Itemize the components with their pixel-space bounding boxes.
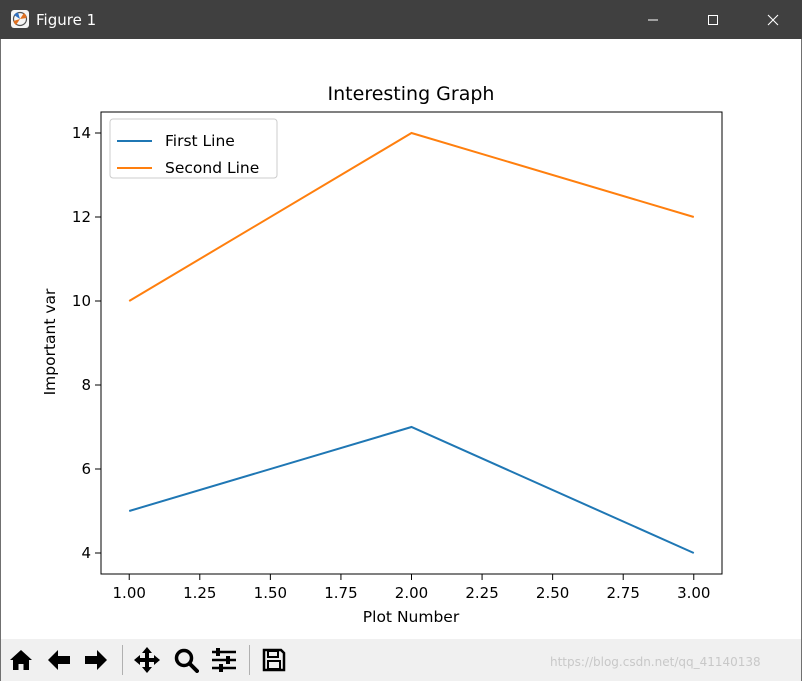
move-icon [134, 647, 160, 673]
legend: First Line Second Line [109, 118, 278, 179]
legend-label-1: First Line [165, 132, 235, 150]
save-button[interactable] [259, 645, 289, 675]
maximize-icon [708, 14, 718, 25]
y-tick-label: 12 [72, 208, 91, 226]
y-tick-label: 14 [72, 124, 91, 142]
arrow-left-icon [48, 650, 70, 670]
floppy-disk-icon [262, 648, 286, 672]
navigation-toolbar [1, 639, 801, 681]
toolbar-separator [249, 645, 250, 675]
y-tick-label: 4 [81, 544, 91, 562]
series-line-1 [128, 425, 695, 554]
y-tick-label: 10 [72, 292, 91, 310]
figure-canvas: Interesting Graph Plot Number Important … [41, 83, 723, 626]
y-axis-label: Important var [41, 288, 59, 395]
minimize-button[interactable] [628, 0, 678, 39]
close-button[interactable] [748, 0, 798, 39]
x-tick-label: 2.75 [607, 584, 640, 602]
x-tick-label: 2.50 [536, 584, 569, 602]
sliders-icon [212, 648, 236, 672]
toolbar-separator [122, 645, 123, 675]
y-tick-label: 6 [81, 460, 91, 478]
x-tick-label: 2.00 [395, 584, 428, 602]
home-button[interactable] [6, 645, 36, 675]
x-tick-label: 1.75 [324, 584, 357, 602]
watermark-text: https://blog.csdn.net/qq_41140138 [550, 655, 761, 669]
title-bar: Figure 1 [0, 0, 802, 39]
home-icon [10, 650, 32, 670]
close-icon [767, 14, 779, 25]
series-lines [128, 131, 695, 554]
x-tick-label: 1.50 [254, 584, 287, 602]
pan-button[interactable] [132, 645, 162, 675]
axis-ticks: 1.00 1.25 1.50 1.75 2.00 2.25 2.50 2.75 3.00 4 6 8 1… [72, 124, 711, 602]
legend-label-2: Second Line [165, 159, 259, 177]
series-line-2 [128, 131, 695, 302]
chart-title: Interesting Graph [328, 83, 495, 105]
x-tick-label: 3.00 [677, 584, 710, 602]
legend-box [109, 118, 278, 179]
arrow-right-icon [85, 650, 107, 670]
x-tick-label: 1.25 [183, 584, 216, 602]
minimize-icon [648, 19, 658, 20]
window-title: Figure 1 [36, 11, 97, 29]
zoom-button[interactable] [171, 645, 201, 675]
x-axis-label: Plot Number [363, 608, 460, 626]
magnifier-icon [174, 648, 199, 673]
y-tick-label: 8 [81, 376, 91, 394]
forward-button[interactable] [81, 645, 111, 675]
x-tick-label: 2.25 [465, 584, 498, 602]
matplotlib-app-icon [11, 10, 29, 28]
configure-subplots-button[interactable] [209, 645, 239, 675]
x-tick-label: 1.00 [113, 584, 146, 602]
axes-frame [100, 111, 723, 575]
maximize-button[interactable] [688, 0, 738, 39]
back-button[interactable] [44, 645, 74, 675]
